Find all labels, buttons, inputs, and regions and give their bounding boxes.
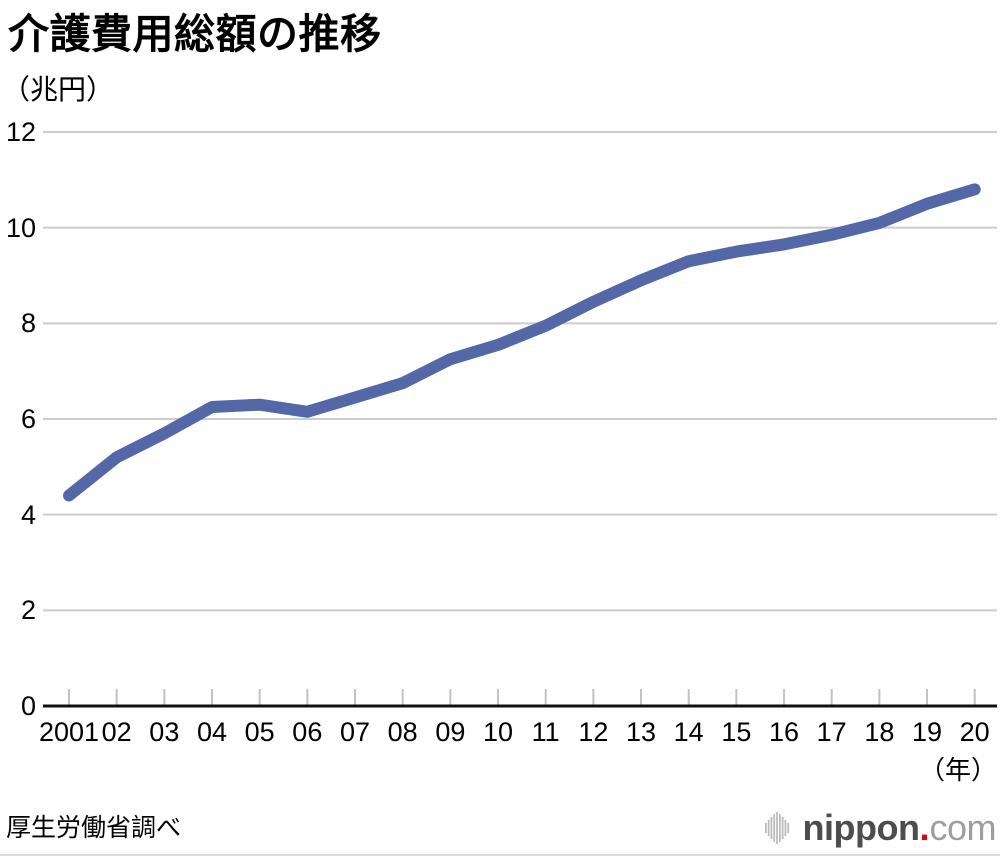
y-axis-label: 2 bbox=[20, 595, 36, 626]
x-axis-label: 12 bbox=[578, 717, 609, 747]
y-axis-label: 8 bbox=[20, 308, 36, 339]
x-axis-label: 04 bbox=[196, 717, 228, 747]
logo-red-dot: . bbox=[919, 807, 930, 848]
x-axis-label: 14 bbox=[673, 717, 704, 747]
x-axis-label: 18 bbox=[864, 717, 895, 747]
soundwave-bars-icon bbox=[764, 812, 789, 844]
y-axis-label: 6 bbox=[20, 404, 36, 434]
soundwave-bar bbox=[764, 823, 767, 833]
soundwave-bar bbox=[770, 817, 772, 839]
x-axis-unit-label: （年） bbox=[918, 755, 997, 785]
x-axis-label: 20 bbox=[959, 717, 990, 747]
x-axis-label: 03 bbox=[149, 717, 180, 747]
x-axis-label: 09 bbox=[435, 717, 466, 747]
x-axis-label: 16 bbox=[768, 717, 800, 747]
logo-wordmark: nippon.com bbox=[802, 807, 997, 848]
x-axis-label: 05 bbox=[244, 717, 275, 747]
y-axis-label: 10 bbox=[5, 212, 36, 243]
x-axis-label: 07 bbox=[339, 717, 371, 747]
x-axis-label: 08 bbox=[387, 717, 418, 747]
x-axis-label: 15 bbox=[721, 717, 752, 747]
x-axis-label: 2001 bbox=[38, 717, 100, 747]
logo-text-com: com bbox=[929, 807, 996, 848]
x-axis-label: 06 bbox=[292, 717, 323, 747]
y-axis-label: 12 bbox=[5, 117, 36, 147]
soundwave-bar bbox=[781, 817, 784, 839]
x-axis-label: 02 bbox=[101, 717, 132, 747]
soundwave-bar bbox=[784, 820, 786, 836]
x-axis-label: 11 bbox=[531, 717, 560, 747]
care-cost-trend-line bbox=[63, 183, 981, 502]
x-axis-label: 17 bbox=[816, 717, 847, 747]
x-axis-label: 10 bbox=[482, 717, 514, 747]
soundwave-bar bbox=[772, 814, 775, 842]
x-axis-label: 19 bbox=[912, 717, 943, 747]
x-axis-label: 13 bbox=[625, 717, 657, 747]
y-axis-label: 0 bbox=[20, 691, 36, 721]
y-axis-label: 4 bbox=[20, 499, 36, 530]
soundwave-bar bbox=[775, 812, 778, 844]
logo-text-nippon: nippon bbox=[802, 807, 920, 848]
nippon-com-logo: nippon.com bbox=[764, 807, 997, 848]
soundwave-bar bbox=[778, 814, 781, 842]
source-credit: 厚生労働省調べ bbox=[6, 814, 182, 842]
y-axis-unit-label: （兆円） bbox=[2, 74, 115, 105]
soundwave-bar bbox=[786, 823, 789, 833]
chart-title: 介護費用総額の推移 bbox=[8, 11, 382, 57]
soundwave-bar bbox=[767, 820, 770, 836]
